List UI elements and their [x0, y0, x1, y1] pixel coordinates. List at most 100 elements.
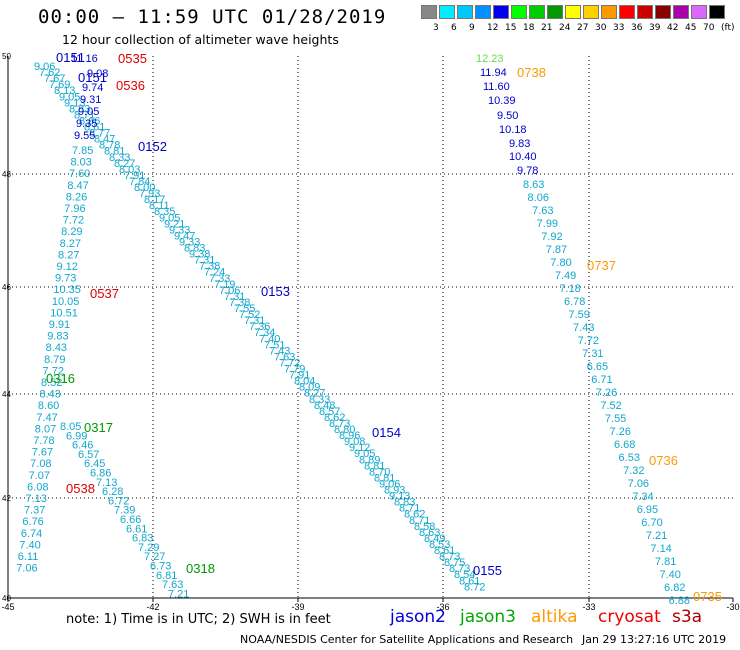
wave-height-value: 8.33: [109, 152, 130, 164]
wave-height-value: 7.32: [623, 465, 644, 477]
wave-height-value: 8.33: [309, 394, 330, 406]
wave-height-value: 7.33: [209, 273, 230, 285]
altimeter-tracks: 9.067.627.677.698.139.059.138.838.718.66…: [16, 53, 690, 607]
wave-height-value: 8.72: [464, 581, 485, 593]
wave-height-value: 7.31: [582, 348, 603, 360]
legend-swatch: [493, 5, 509, 19]
page-subtitle: 12 hour collection of altimeter wave hei…: [62, 32, 339, 47]
wave-height-value: 7.34: [254, 327, 275, 339]
wave-height-value: 9.50: [497, 110, 518, 122]
wave-height-value: 9.05: [354, 448, 375, 460]
wave-height-value: 9.08: [344, 436, 365, 448]
legend-swatch: [691, 5, 707, 19]
wave-height-value: 8.61: [434, 545, 455, 557]
legend-swatch: [529, 5, 545, 19]
legend-label: 27: [577, 23, 589, 33]
wave-height-value: 7.63: [532, 205, 553, 217]
wave-height-value: 8.79: [44, 354, 65, 366]
wave-height-value: 7.07: [29, 470, 50, 482]
wave-height-value: 6.08: [27, 481, 48, 493]
legend-label: 45: [685, 23, 697, 33]
wave-height-value: 7.80: [550, 257, 571, 269]
time-label-jason2: 0155: [473, 563, 502, 578]
wave-height-value: 7.84: [129, 176, 150, 188]
wave-height-value: 8.27: [60, 238, 81, 250]
wave-height-value: 7.63: [274, 351, 295, 363]
wave-height-value: 6.68: [614, 439, 635, 451]
map-grid: -45 -42 -39 -36 -33 -30 50 48 46 44 42 40: [1, 52, 739, 612]
wave-height-value: 8.03: [119, 164, 140, 176]
legend-label: 30: [595, 23, 607, 33]
wave-height-value: 7.52: [239, 309, 260, 321]
satellite-name: jason2: [390, 607, 446, 627]
wave-height-value: 8.48: [314, 400, 335, 412]
wave-height-value: 11.16: [71, 53, 98, 65]
wave-height-value: 7.13: [26, 493, 47, 505]
legend-label: 70: [703, 23, 715, 33]
legend-swatch: [709, 5, 725, 19]
wave-height-value: 9.78: [517, 165, 538, 177]
x-tick-label: -36: [436, 602, 449, 612]
wave-height-value: 8.53: [429, 539, 450, 551]
wave-height-value: 7.69: [49, 79, 70, 91]
time-label-jason2: 0154: [372, 425, 401, 440]
time-label-jason3: 0317: [84, 420, 113, 435]
wave-height-value: 8.83: [184, 243, 205, 255]
wave-height-value: 7.31: [224, 291, 245, 303]
wave-height-value: 7.99: [537, 218, 558, 230]
credit-line: NOAA/NESDIS Center for Satellite Applica…: [240, 633, 574, 646]
wave-height-value: 9.05: [59, 91, 80, 103]
wave-height-value: 9.12: [349, 442, 370, 454]
footer-note: note: 1) Time is in UTC; 2) SWH is in fe…: [66, 612, 331, 627]
wave-height-value: 8.17: [144, 194, 165, 206]
wave-height-value: 8.78: [99, 140, 120, 152]
wave-height-value: 7.47: [36, 412, 57, 424]
wave-height-value: 7.92: [541, 231, 562, 243]
wave-height-value: 8.43: [46, 342, 67, 354]
wave-height-value: 10.05: [52, 296, 80, 308]
wave-height-value: 8.83: [394, 497, 415, 509]
generation-timestamp: Jan 29 13:27:16 UTC 2019: [582, 633, 727, 646]
wave-height-value: 8.63: [419, 527, 440, 539]
wave-height-value: 7.38: [229, 297, 250, 309]
legend-label: 39: [649, 23, 661, 33]
wave-height-value: 7.27: [144, 551, 165, 563]
wave-height-value: 7.67: [32, 447, 53, 459]
time-labels: 0151 0151 0152 0153 0154 0155 0316 0317 0318 0738…: [46, 50, 722, 604]
time-label-jason2: 0151: [78, 70, 107, 85]
legend-label: 33: [613, 23, 625, 33]
x-tick-label: -39: [291, 602, 304, 612]
wave-height-value: 7.72: [279, 357, 300, 369]
wave-height-value: 6.88: [669, 595, 690, 607]
wave-height-value: 7.85: [72, 145, 93, 157]
legend-label: 15: [505, 23, 517, 33]
wave-height-value: 7.19: [214, 279, 235, 291]
wave-height-value: 8.71: [399, 503, 420, 515]
wave-height-value: 7.60: [69, 168, 90, 180]
legend-swatch: [637, 5, 653, 19]
wave-height-value: 8.93: [384, 485, 405, 497]
wave-height-value: 7.93: [139, 188, 160, 200]
wave-height-value: 6.82: [664, 582, 685, 594]
legend-swatch: [583, 5, 599, 19]
wave-height-value: 9.06: [379, 478, 400, 490]
wave-height-value: 8.73: [439, 551, 460, 563]
y-tick-label: 40: [2, 594, 11, 603]
wave-height-value: 10.40: [509, 151, 537, 163]
legend-label: 36: [631, 23, 643, 33]
legend-label: 42: [667, 23, 679, 33]
legend-label: 12: [487, 23, 499, 33]
wave-height-value: 7.18: [559, 283, 580, 295]
wave-height-value: 9.83: [509, 138, 530, 150]
wave-height-value: 8.26: [66, 191, 87, 203]
wave-height-value: 7.43: [269, 345, 290, 357]
wave-height-value: 9.73: [55, 273, 76, 285]
wave-height-value: 8.11: [149, 200, 170, 212]
wave-height-value: 7.67: [44, 73, 65, 85]
wave-height-value: 8.47: [67, 180, 88, 192]
wave-height-value: 7.38: [199, 261, 220, 273]
wave-height-value: 7.26: [609, 426, 630, 438]
wave-height-value: 8.81: [104, 146, 125, 158]
wave-height-value: 6.81: [156, 570, 177, 582]
wave-height-value: 8.00: [134, 182, 155, 194]
